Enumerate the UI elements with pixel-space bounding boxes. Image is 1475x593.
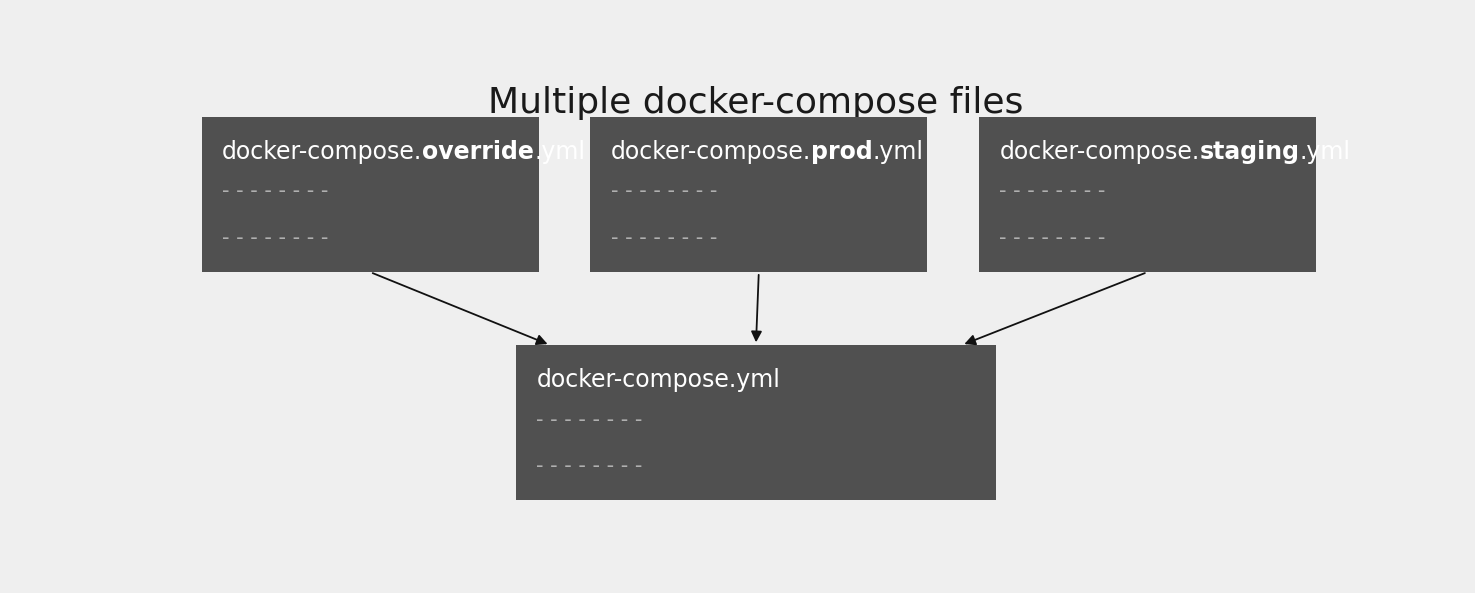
Text: - - - - - - - -: - - - - - - - - — [223, 181, 329, 202]
Bar — [979, 117, 1316, 272]
Text: - - - - - - - -: - - - - - - - - — [223, 228, 329, 248]
Text: Multiple docker-compose files: Multiple docker-compose files — [488, 86, 1024, 120]
Text: - - - - - - - -: - - - - - - - - — [1000, 228, 1106, 248]
Text: docker-compose.: docker-compose. — [611, 139, 811, 164]
Text: staging: staging — [1199, 139, 1299, 164]
Text: prod: prod — [811, 139, 873, 164]
Text: .yml: .yml — [534, 139, 586, 164]
Text: docker-compose.: docker-compose. — [1000, 139, 1199, 164]
Bar — [202, 117, 538, 272]
Text: .yml: .yml — [1299, 139, 1351, 164]
Text: - - - - - - - -: - - - - - - - - — [1000, 181, 1106, 202]
Bar — [590, 117, 928, 272]
Text: .yml: .yml — [873, 139, 923, 164]
Text: - - - - - - - -: - - - - - - - - — [611, 181, 717, 202]
Text: - - - - - - - -: - - - - - - - - — [537, 410, 643, 430]
Text: - - - - - - - -: - - - - - - - - — [611, 228, 717, 248]
Text: docker-compose.yml: docker-compose.yml — [537, 368, 780, 392]
Bar — [516, 345, 996, 500]
Text: docker-compose.: docker-compose. — [223, 139, 422, 164]
Text: - - - - - - - -: - - - - - - - - — [537, 456, 643, 476]
Text: override: override — [422, 139, 534, 164]
